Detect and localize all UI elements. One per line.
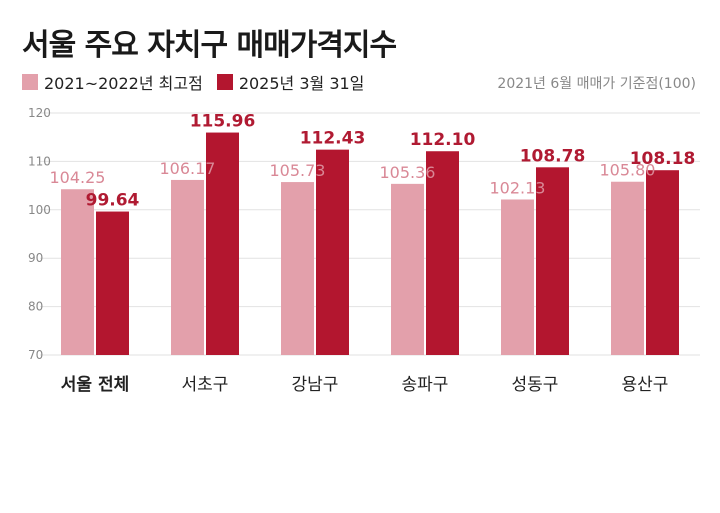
category-label: 송파구 (402, 375, 449, 395)
y-tick-label: 90 (28, 251, 43, 265)
value-label-current: 112.43 (300, 129, 366, 149)
bar-current-2 (316, 149, 349, 355)
value-label-peak: 106.17 (160, 159, 216, 178)
bar-current-5 (646, 170, 679, 355)
legend-label-current: 2025년 3월 31일 (238, 74, 365, 93)
bar-peak-4 (501, 199, 534, 355)
category-label: 성동구 (512, 375, 559, 395)
bar-peak-1 (171, 179, 204, 355)
y-tick-label: 70 (28, 348, 43, 362)
value-label-peak: 105.80 (600, 161, 656, 180)
legend-label-peak: 2021~2022년 최고점 (44, 74, 203, 93)
legend: 2021~2022년 최고점 2025년 3월 31일 (22, 70, 370, 94)
bar-current-0 (96, 211, 129, 355)
bar-peak-5 (611, 181, 644, 355)
value-label-peak: 105.73 (270, 161, 326, 180)
value-label-peak: 104.25 (50, 168, 106, 187)
value-label-peak: 105.36 (380, 163, 436, 182)
y-tick-label: 110 (28, 154, 51, 168)
value-label-current: 108.78 (520, 146, 586, 166)
chart-title: 서울 주요 자치구 매매가격지수 (22, 28, 397, 63)
legend-item-current: 2025년 3월 31일 (216, 70, 365, 94)
legend-item-peak: 2021~2022년 최고점 (22, 70, 203, 94)
value-label-current: 115.96 (190, 112, 256, 132)
category-label: 강남구 (292, 375, 339, 395)
category-label: 서초구 (182, 375, 229, 395)
bar-peak-2 (281, 182, 314, 355)
y-tick-label: 100 (28, 203, 51, 217)
value-label-current: 108.18 (630, 149, 696, 169)
bar-current-3 (426, 151, 459, 355)
value-label-peak: 102.13 (490, 178, 546, 197)
category-label: 용산구 (622, 375, 669, 395)
bar-peak-3 (391, 183, 424, 355)
value-label-current: 112.10 (410, 130, 476, 150)
bar-peak-0 (61, 189, 94, 355)
y-tick-label: 120 (28, 106, 51, 120)
y-tick-label: 80 (28, 300, 43, 314)
legend-swatch-current (216, 74, 233, 90)
baseline-note: 2021년 6월 매매가 기준점(100) (497, 76, 696, 92)
value-label-current: 99.64 (86, 191, 140, 211)
bar-current-4 (536, 167, 569, 355)
category-label: 서울 전체 (61, 375, 129, 395)
legend-swatch-peak (22, 74, 38, 90)
bar-current-1 (206, 132, 239, 355)
